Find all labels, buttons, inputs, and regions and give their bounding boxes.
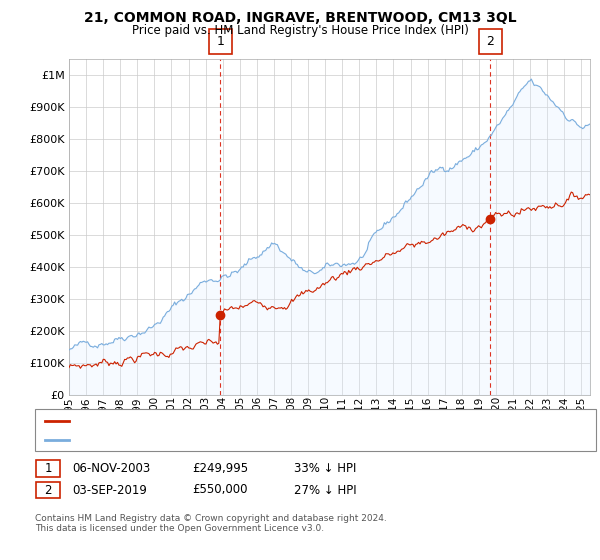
Text: 21, COMMON ROAD, INGRAVE, BRENTWOOD, CM13 3QL: 21, COMMON ROAD, INGRAVE, BRENTWOOD, CM1… <box>83 11 517 25</box>
Text: Price paid vs. HM Land Registry's House Price Index (HPI): Price paid vs. HM Land Registry's House … <box>131 24 469 36</box>
Text: 33% ↓ HPI: 33% ↓ HPI <box>294 462 356 475</box>
Text: 1: 1 <box>216 35 224 48</box>
Text: £550,000: £550,000 <box>192 483 248 497</box>
Text: 27% ↓ HPI: 27% ↓ HPI <box>294 483 356 497</box>
Text: £249,995: £249,995 <box>192 462 248 475</box>
Text: HPI: Average price, detached house, Brentwood: HPI: Average price, detached house, Bren… <box>74 435 323 445</box>
Text: 2: 2 <box>487 35 494 48</box>
FancyBboxPatch shape <box>479 29 502 54</box>
Text: 21, COMMON ROAD, INGRAVE, BRENTWOOD, CM13 3QL (detached house): 21, COMMON ROAD, INGRAVE, BRENTWOOD, CM1… <box>74 416 460 426</box>
Text: Contains HM Land Registry data © Crown copyright and database right 2024.
This d: Contains HM Land Registry data © Crown c… <box>35 514 386 534</box>
Text: 06-NOV-2003: 06-NOV-2003 <box>72 462 150 475</box>
FancyBboxPatch shape <box>209 29 232 54</box>
Text: 1: 1 <box>44 462 52 475</box>
Text: 03-SEP-2019: 03-SEP-2019 <box>72 483 147 497</box>
Text: 2: 2 <box>44 483 52 497</box>
